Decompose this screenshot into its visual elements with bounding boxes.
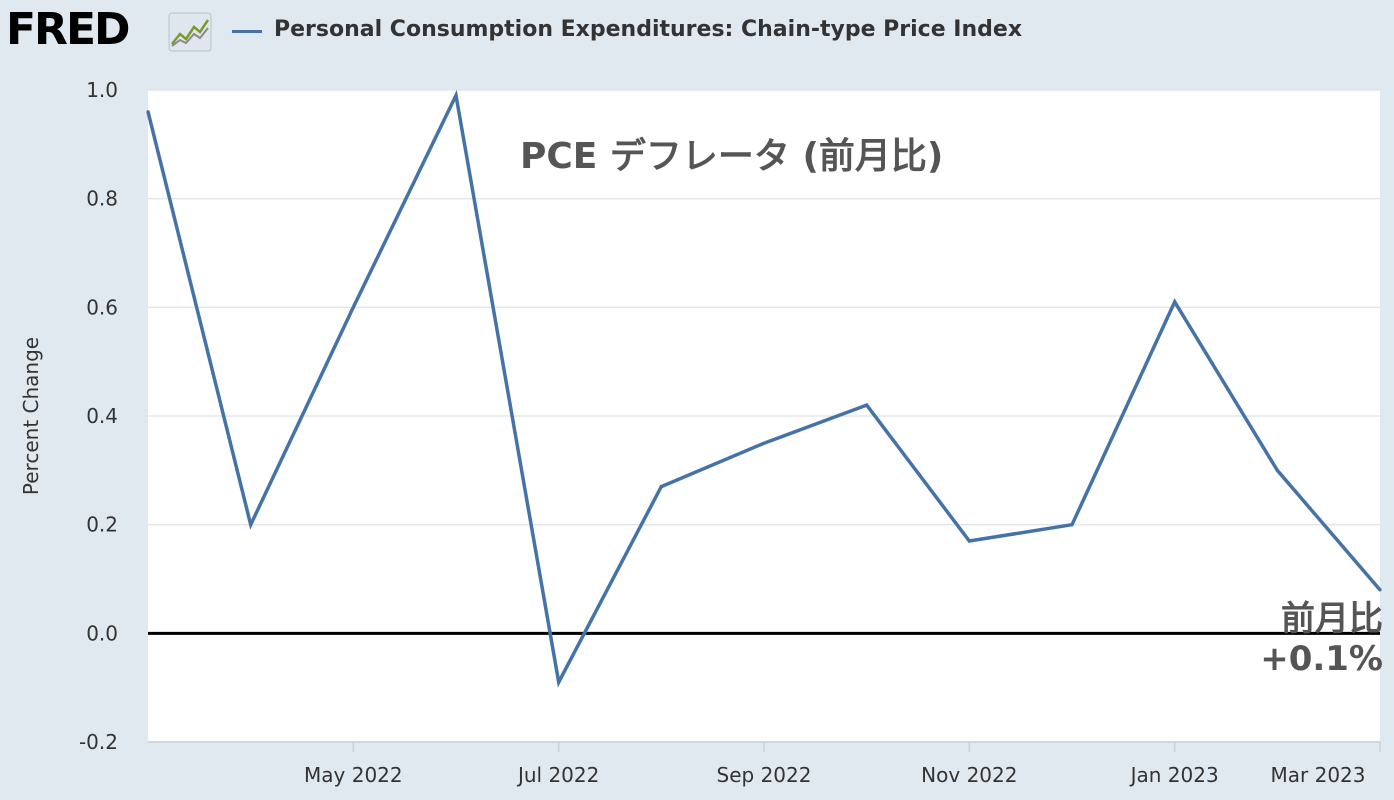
legend-series-label: Personal Consumption Expenditures: Chain… [274,17,1023,42]
x-axis-ticks: May 2022 Jul 2022 Sep 2022 Nov 2022 Jan 2023… [148,741,1381,787]
y-tick-label: 1.0 [86,78,118,102]
data-point[interactable] [865,403,869,407]
x-tick-label: Jan 2023 [1129,763,1219,787]
x-tick-label: Jul 2022 [516,763,599,787]
data-point[interactable] [351,305,355,309]
x-tick-label: May 2022 [304,763,403,787]
data-point[interactable] [659,485,663,489]
chart-annotation-title: PCE デフレータ (前月比) [520,135,943,177]
data-point[interactable] [1070,523,1074,527]
data-point[interactable] [557,680,561,684]
data-point[interactable] [454,93,458,98]
chart-annotation-value: +0.1% [1260,639,1383,679]
data-point[interactable] [1173,300,1177,304]
legend-series-swatch [232,30,262,33]
y-tick-label: 0.8 [86,187,118,211]
data-point[interactable] [249,523,253,527]
data-points [146,93,1382,684]
y-tick-label: -0.2 [79,730,118,754]
data-point[interactable] [762,441,766,445]
y-tick-label: 0.6 [86,295,118,319]
x-tick-label: Nov 2022 [921,763,1017,787]
data-point[interactable] [967,539,971,543]
fred-graph-icon [168,12,212,52]
chart-header: FRED Personal Consumption Expenditures: … [0,0,1394,70]
y-tick-label: 0.0 [86,621,118,645]
data-point[interactable] [1275,468,1279,472]
data-point[interactable] [1378,588,1382,592]
y-tick-label: 0.4 [86,404,118,428]
x-tick-label: Mar 2023 [1271,763,1366,787]
y-axis-label: Percent Change [19,337,43,495]
chart-annotation-label: 前月比 [1281,599,1383,639]
y-tick-label: 0.2 [86,513,118,537]
x-tick-label: Sep 2022 [717,763,812,787]
y-axis-ticks: 1.0 0.8 0.6 0.4 0.2 0.0 -0.2 [79,78,118,754]
fred-logo[interactable]: FRED [6,4,131,55]
data-point[interactable] [146,110,150,114]
